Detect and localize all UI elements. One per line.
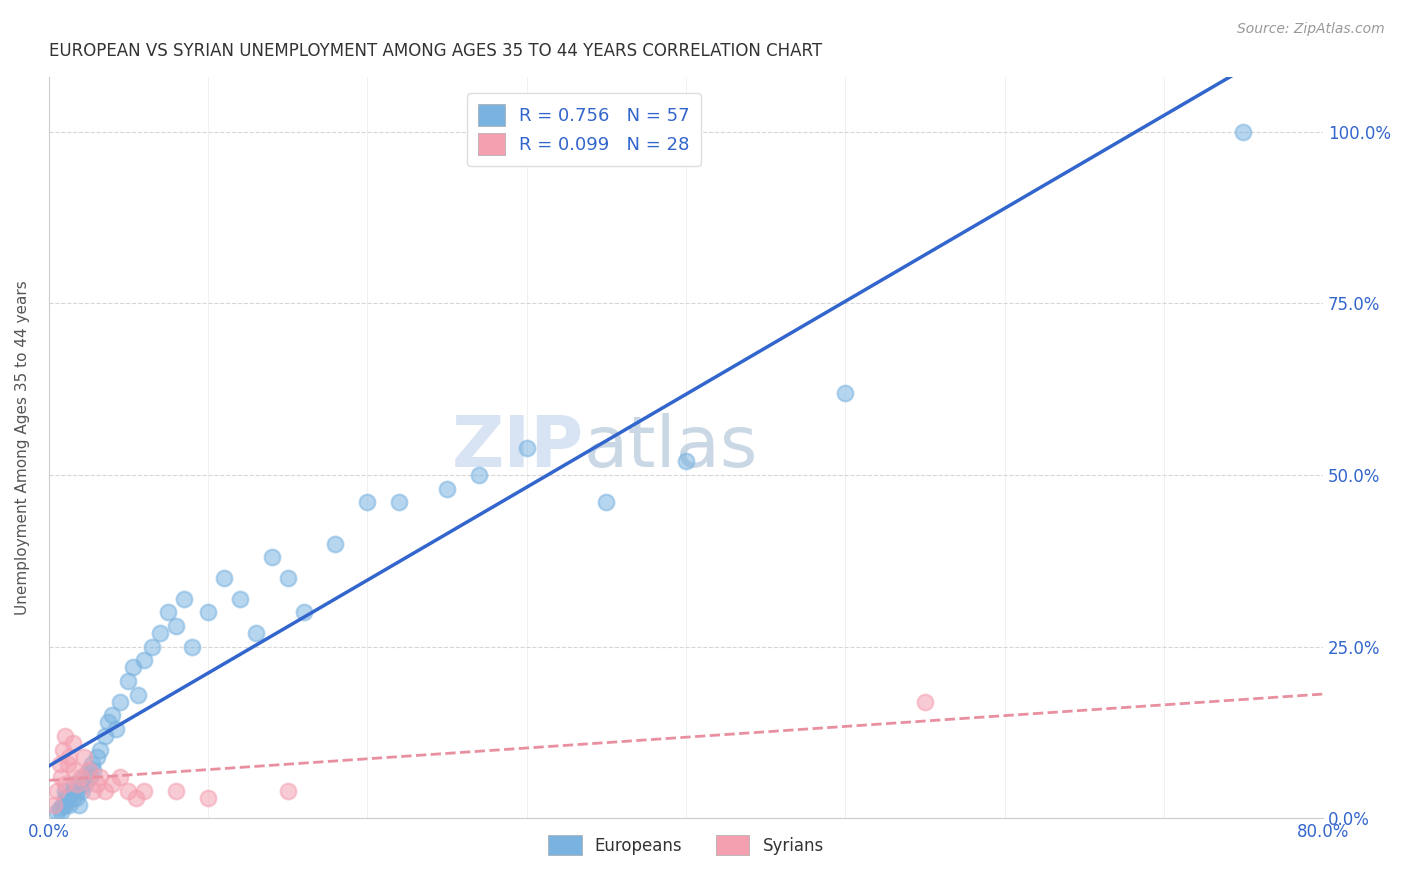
Point	[436, 482, 458, 496]
Point	[356, 495, 378, 509]
Point	[110, 695, 132, 709]
Point	[51, 770, 73, 784]
Point	[173, 591, 195, 606]
Point	[66, 777, 89, 791]
Point	[63, 777, 86, 791]
Point	[49, 756, 72, 771]
Point	[53, 790, 76, 805]
Point	[42, 797, 65, 812]
Point	[56, 756, 79, 771]
Point	[468, 468, 491, 483]
Point	[157, 606, 180, 620]
Point	[110, 770, 132, 784]
Point	[93, 784, 115, 798]
Point	[58, 797, 80, 812]
Point	[212, 571, 235, 585]
Point	[52, 797, 75, 812]
Point	[49, 801, 72, 815]
Point	[104, 722, 127, 736]
Point	[53, 797, 76, 812]
Point	[117, 674, 139, 689]
Point	[45, 805, 67, 819]
Point	[80, 756, 103, 771]
Point	[69, 770, 91, 784]
Text: ZIP: ZIP	[451, 413, 583, 482]
Point	[65, 790, 87, 805]
Point	[1232, 124, 1254, 138]
Point	[63, 764, 86, 778]
Point	[82, 764, 104, 778]
Point	[82, 784, 104, 798]
Point	[53, 784, 76, 798]
Point	[62, 736, 84, 750]
Point	[197, 790, 219, 805]
Point	[165, 784, 187, 798]
Point	[141, 640, 163, 654]
Text: Source: ZipAtlas.com: Source: ZipAtlas.com	[1237, 22, 1385, 37]
Point	[675, 454, 697, 468]
Point	[122, 660, 145, 674]
Point	[260, 550, 283, 565]
Point	[56, 790, 79, 805]
Point	[101, 708, 124, 723]
Point	[914, 695, 936, 709]
Point	[134, 784, 156, 798]
Point	[388, 495, 411, 509]
Point	[97, 715, 120, 730]
Point	[86, 777, 108, 791]
Point	[93, 729, 115, 743]
Point	[245, 626, 267, 640]
Point	[181, 640, 204, 654]
Point	[62, 790, 84, 805]
Legend: R = 0.756   N = 57, R = 0.099   N = 28: R = 0.756 N = 57, R = 0.099 N = 28	[467, 93, 702, 166]
Point	[73, 770, 96, 784]
Point	[277, 571, 299, 585]
Point	[75, 777, 97, 791]
Point	[197, 606, 219, 620]
Point	[292, 606, 315, 620]
Point	[117, 784, 139, 798]
Point	[89, 770, 111, 784]
Point	[125, 790, 148, 805]
Point	[62, 784, 84, 798]
Point	[53, 777, 76, 791]
Point	[89, 743, 111, 757]
Point	[77, 764, 100, 778]
Point	[277, 784, 299, 798]
Point	[58, 749, 80, 764]
Point	[79, 770, 101, 784]
Point	[127, 688, 149, 702]
Point	[101, 777, 124, 791]
Point	[325, 537, 347, 551]
Point	[70, 784, 93, 798]
Text: atlas: atlas	[583, 413, 758, 482]
Point	[45, 784, 67, 798]
Point	[67, 797, 90, 812]
Point	[52, 743, 75, 757]
Point	[134, 653, 156, 667]
Point	[51, 805, 73, 819]
Point	[86, 749, 108, 764]
Point	[66, 784, 89, 798]
Point	[53, 729, 76, 743]
Y-axis label: Unemployment Among Ages 35 to 44 years: Unemployment Among Ages 35 to 44 years	[15, 280, 30, 615]
Point	[149, 626, 172, 640]
Point	[595, 495, 617, 509]
Point	[69, 777, 91, 791]
Text: EUROPEAN VS SYRIAN UNEMPLOYMENT AMONG AGES 35 TO 44 YEARS CORRELATION CHART: EUROPEAN VS SYRIAN UNEMPLOYMENT AMONG AG…	[49, 42, 823, 60]
Point	[516, 441, 538, 455]
Point	[165, 619, 187, 633]
Point	[834, 385, 856, 400]
Point	[77, 764, 100, 778]
Point	[229, 591, 252, 606]
Point	[73, 749, 96, 764]
